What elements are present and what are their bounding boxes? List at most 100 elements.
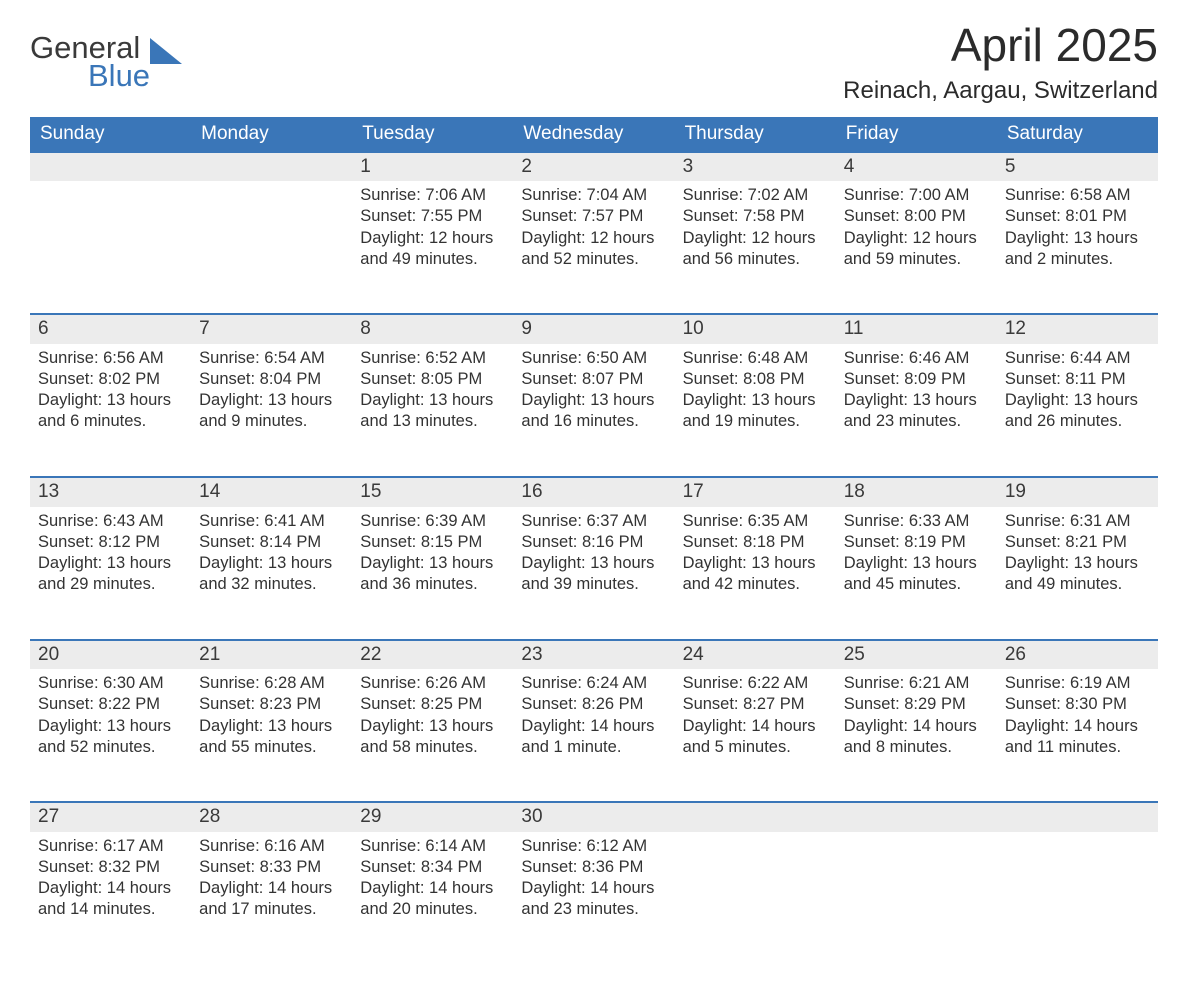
day2-text: and 26 minutes.: [1005, 411, 1150, 432]
sunset-text: Sunset: 8:23 PM: [199, 694, 344, 715]
day-number: 29: [352, 801, 513, 832]
day1-text: Daylight: 13 hours: [683, 553, 828, 574]
sunset-text: Sunset: 8:15 PM: [360, 532, 505, 553]
day-details: Sunrise: 6:37 AMSunset: 8:16 PMDaylight:…: [513, 507, 674, 605]
day-details: Sunrise: 6:54 AMSunset: 8:04 PMDaylight:…: [191, 344, 352, 442]
week-daynum-row: 13141516171819: [30, 476, 1158, 507]
day1-text: Daylight: 14 hours: [844, 716, 989, 737]
day-cell: Sunrise: 7:06 AMSunset: 7:55 PMDaylight:…: [352, 181, 513, 313]
day-cell: [30, 181, 191, 313]
day-details: Sunrise: 6:31 AMSunset: 8:21 PMDaylight:…: [997, 507, 1158, 605]
sunrise-text: Sunrise: 6:56 AM: [38, 348, 183, 369]
sunrise-text: Sunrise: 7:06 AM: [360, 185, 505, 206]
day2-text: and 5 minutes.: [683, 737, 828, 758]
sunrise-text: Sunrise: 6:43 AM: [38, 511, 183, 532]
sunset-text: Sunset: 8:29 PM: [844, 694, 989, 715]
day-cell: Sunrise: 6:50 AMSunset: 8:07 PMDaylight:…: [513, 344, 674, 476]
brand-triangle-icon: [150, 38, 182, 64]
sunrise-text: Sunrise: 6:48 AM: [683, 348, 828, 369]
sunset-text: Sunset: 8:34 PM: [360, 857, 505, 878]
sunset-text: Sunset: 8:08 PM: [683, 369, 828, 390]
week-daynum-row: 27282930: [30, 801, 1158, 832]
day1-text: Daylight: 13 hours: [844, 390, 989, 411]
day-cell: Sunrise: 6:33 AMSunset: 8:19 PMDaylight:…: [836, 507, 997, 639]
day2-text: and 59 minutes.: [844, 249, 989, 270]
day1-text: Daylight: 13 hours: [38, 553, 183, 574]
day1-text: Daylight: 13 hours: [1005, 390, 1150, 411]
day-number: 25: [836, 639, 997, 670]
sunset-text: Sunset: 8:19 PM: [844, 532, 989, 553]
day2-text: and 42 minutes.: [683, 574, 828, 595]
day-details: Sunrise: 7:02 AMSunset: 7:58 PMDaylight:…: [675, 181, 836, 279]
day2-text: and 11 minutes.: [1005, 737, 1150, 758]
day-cell: [836, 832, 997, 964]
day2-text: and 56 minutes.: [683, 249, 828, 270]
day2-text: and 1 minute.: [521, 737, 666, 758]
day-number: 15: [352, 476, 513, 507]
day-cell: Sunrise: 6:22 AMSunset: 8:27 PMDaylight:…: [675, 669, 836, 801]
day-cell: Sunrise: 6:35 AMSunset: 8:18 PMDaylight:…: [675, 507, 836, 639]
day2-text: and 23 minutes.: [521, 899, 666, 920]
sunrise-text: Sunrise: 6:37 AM: [521, 511, 666, 532]
sunrise-text: Sunrise: 6:46 AM: [844, 348, 989, 369]
brand-part2: Blue: [30, 62, 150, 90]
day-number: 2: [513, 151, 674, 182]
sunrise-text: Sunrise: 6:22 AM: [683, 673, 828, 694]
day-number: 11: [836, 313, 997, 344]
day-number: 14: [191, 476, 352, 507]
weekday-header: Wednesday: [513, 117, 674, 151]
sunset-text: Sunset: 8:14 PM: [199, 532, 344, 553]
day-details: Sunrise: 6:28 AMSunset: 8:23 PMDaylight:…: [191, 669, 352, 767]
day-number: 24: [675, 639, 836, 670]
sunset-text: Sunset: 8:36 PM: [521, 857, 666, 878]
day-cell: Sunrise: 6:56 AMSunset: 8:02 PMDaylight:…: [30, 344, 191, 476]
day1-text: Daylight: 14 hours: [683, 716, 828, 737]
day-details: Sunrise: 6:21 AMSunset: 8:29 PMDaylight:…: [836, 669, 997, 767]
day-details: Sunrise: 6:56 AMSunset: 8:02 PMDaylight:…: [30, 344, 191, 442]
day-number: 1: [352, 151, 513, 182]
day1-text: Daylight: 13 hours: [521, 390, 666, 411]
day1-text: Daylight: 13 hours: [1005, 553, 1150, 574]
day1-text: Daylight: 13 hours: [844, 553, 989, 574]
day1-text: Daylight: 14 hours: [1005, 716, 1150, 737]
day1-text: Daylight: 13 hours: [521, 553, 666, 574]
day-details: Sunrise: 6:16 AMSunset: 8:33 PMDaylight:…: [191, 832, 352, 930]
day-cell: Sunrise: 6:21 AMSunset: 8:29 PMDaylight:…: [836, 669, 997, 801]
sunrise-text: Sunrise: 6:16 AM: [199, 836, 344, 857]
day-number: 23: [513, 639, 674, 670]
day1-text: Daylight: 13 hours: [38, 390, 183, 411]
sunset-text: Sunset: 8:00 PM: [844, 206, 989, 227]
day-number: 17: [675, 476, 836, 507]
day-number: [836, 801, 997, 832]
day1-text: Daylight: 12 hours: [844, 228, 989, 249]
day1-text: Daylight: 13 hours: [360, 390, 505, 411]
sunrise-text: Sunrise: 6:33 AM: [844, 511, 989, 532]
sunset-text: Sunset: 8:25 PM: [360, 694, 505, 715]
brand-logo: General Blue: [30, 20, 182, 90]
sunrise-text: Sunrise: 6:31 AM: [1005, 511, 1150, 532]
weekday-header: Tuesday: [352, 117, 513, 151]
day1-text: Daylight: 14 hours: [521, 716, 666, 737]
day1-text: Daylight: 13 hours: [360, 553, 505, 574]
day-cell: Sunrise: 6:14 AMSunset: 8:34 PMDaylight:…: [352, 832, 513, 964]
day-number: 21: [191, 639, 352, 670]
day-details: Sunrise: 6:33 AMSunset: 8:19 PMDaylight:…: [836, 507, 997, 605]
day-details: Sunrise: 6:50 AMSunset: 8:07 PMDaylight:…: [513, 344, 674, 442]
day-details: Sunrise: 6:48 AMSunset: 8:08 PMDaylight:…: [675, 344, 836, 442]
week-body-row: Sunrise: 6:30 AMSunset: 8:22 PMDaylight:…: [30, 669, 1158, 801]
sunrise-text: Sunrise: 6:26 AM: [360, 673, 505, 694]
sunset-text: Sunset: 8:27 PM: [683, 694, 828, 715]
sunrise-text: Sunrise: 6:52 AM: [360, 348, 505, 369]
day-details: Sunrise: 6:52 AMSunset: 8:05 PMDaylight:…: [352, 344, 513, 442]
day2-text: and 13 minutes.: [360, 411, 505, 432]
day2-text: and 52 minutes.: [521, 249, 666, 270]
week-daynum-row: 6789101112: [30, 313, 1158, 344]
day-number: 7: [191, 313, 352, 344]
day1-text: Daylight: 13 hours: [199, 716, 344, 737]
sunset-text: Sunset: 8:07 PM: [521, 369, 666, 390]
day-details: Sunrise: 6:44 AMSunset: 8:11 PMDaylight:…: [997, 344, 1158, 442]
day2-text: and 20 minutes.: [360, 899, 505, 920]
day2-text: and 23 minutes.: [844, 411, 989, 432]
day-cell: [191, 181, 352, 313]
day2-text: and 52 minutes.: [38, 737, 183, 758]
